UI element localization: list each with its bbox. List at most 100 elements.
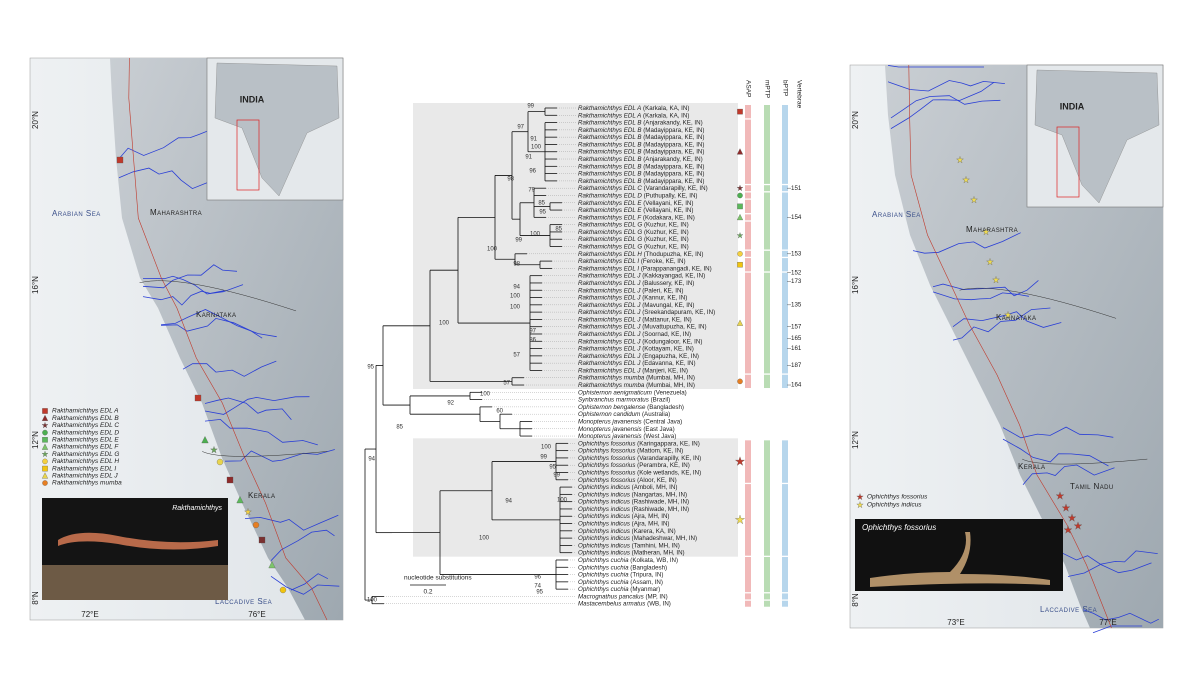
delimitation-bar — [764, 600, 770, 607]
tip-label: Rakthamichthys EDL H (Thodupuzha, KE, IN… — [578, 250, 703, 257]
river — [887, 80, 1005, 92]
delimitation-bar — [764, 374, 770, 389]
tip-label: Ophichthys fossorius (Karingappara, KE, … — [578, 440, 700, 447]
region-label: Maharashtra — [966, 225, 1018, 234]
locality: (Matheran, MH, IN) — [632, 549, 685, 556]
tip-label: Rakthamichthys EDL B (Madayippara, KE, I… — [578, 148, 704, 155]
locality: (Ajra, MH, IN) — [632, 513, 670, 520]
river — [160, 317, 263, 339]
tip-label: Rakthamichthys EDL J (Balussery, KE, IN) — [578, 280, 694, 287]
locality: (Kuzhur, KE, IN) — [644, 236, 689, 243]
tip-label: Rakthamichthys EDL J (Kodungaloor, KE, I… — [578, 338, 702, 345]
delimitation-bar — [745, 250, 751, 257]
symbol — [737, 108, 743, 115]
taxon: Ophichthys indicus — [578, 520, 630, 527]
locality: (Rashiwade, MH, IN) — [632, 498, 689, 505]
symbol — [41, 414, 49, 421]
locality: (Kakkayangad, KE, IN) — [642, 272, 705, 279]
taxon: Ophichthys indicus — [578, 491, 630, 498]
tip-label: Rakthamichthys EDL J (Kannur, KE, IN) — [578, 294, 687, 301]
symbol — [737, 378, 743, 385]
support-value: 79 — [528, 188, 535, 194]
taxon: Rakthamichthys EDL B — [578, 156, 642, 163]
locality: (Perambra, KE, IN) — [637, 462, 690, 469]
tip-label: Ophichthys indicus (Karera, KA, IN) — [578, 527, 676, 534]
support-value: 95 — [549, 465, 556, 471]
tip-label: Ophichthys indicus (Rashiwade, MH, IN) — [578, 506, 689, 513]
locality: (Muvattupuzha, KE, IN) — [642, 323, 706, 330]
taxon: Rakthamichthys EDL E — [578, 207, 642, 214]
locality: (Edavanna, KE, IN) — [642, 360, 695, 367]
symbol — [736, 184, 744, 192]
ghats-outline — [908, 64, 1112, 629]
symbol — [986, 257, 994, 266]
delimitation-bar — [782, 272, 788, 374]
symbol — [1061, 503, 1071, 512]
locality: (Mumbai, MH, IN) — [646, 374, 695, 381]
delimitation-bar — [764, 105, 770, 184]
taxon: Rakthamichthys EDL J — [578, 316, 641, 323]
support-value: 94 — [505, 499, 512, 505]
taxon: Mastacembelus armatus — [578, 600, 645, 607]
river — [142, 264, 238, 289]
region-label: Maharashtra — [150, 208, 202, 217]
delimitation-bar — [745, 221, 751, 250]
support-value: 91 — [530, 137, 537, 143]
delimitation-bar — [782, 105, 788, 184]
locality: (Tamhini, MH, IN) — [632, 542, 680, 549]
symbol — [42, 458, 48, 465]
locality: (Mavungal, KE, IN) — [642, 301, 694, 308]
river — [890, 95, 1001, 119]
locality: (Brazil) — [651, 396, 671, 403]
river — [204, 418, 318, 446]
tip-label: Ophisternon aenigmaticum (Venezuela) — [578, 389, 687, 396]
locality: (Assam, IN) — [630, 578, 663, 585]
locality: (Balussery, KE, IN) — [642, 280, 694, 287]
symbol — [737, 261, 743, 268]
symbol — [268, 561, 276, 569]
tip-label: Rakthamichthys mumba (Mumbai, MH, IN) — [578, 374, 695, 381]
state-border — [959, 287, 1148, 465]
locality: (Varandarapilly, KE, IN) — [637, 455, 701, 462]
photo-ground — [42, 565, 228, 600]
tip-label: Rakthamichthys EDL B (Madayippara, KE, I… — [578, 141, 704, 148]
region-label: Karnataka — [196, 310, 236, 319]
tip-label: Monopterus javanensis (West Java) — [578, 433, 676, 440]
legend-label: Rakthamichthys EDL E — [52, 437, 119, 444]
sea-label: Laccadive Sea — [1040, 605, 1097, 614]
delimitation-bar — [782, 593, 788, 600]
river — [160, 309, 277, 338]
taxon: Rakthamichthys EDL A — [578, 112, 641, 119]
tip-label: Rakthamichthys EDL B (Anjarakandy, KE, I… — [578, 156, 703, 163]
support-value: 95 — [536, 590, 543, 596]
support-value: 57 — [503, 381, 510, 387]
delimitation-bar — [782, 258, 788, 272]
symbol — [737, 251, 743, 257]
support-value: 98 — [507, 177, 514, 183]
tip-label: Ophichthys fossorius (Varandarapilly, KE… — [578, 455, 701, 462]
taxon: Ophichthys fossorius — [578, 455, 635, 462]
delimitation-bar — [764, 272, 770, 374]
taxon: Rakthamichthys EDL J — [578, 367, 641, 374]
taxon: Ophisternon bengalense — [578, 404, 646, 411]
taxon: Ophichthys indicus — [578, 506, 630, 513]
locality: (Amboli, MH, IN) — [632, 484, 678, 491]
tip-label: Ophisternon bengalense (Bangladesh) — [578, 404, 684, 411]
locality: (Rashiwade, MH, IN) — [632, 506, 689, 513]
legend-label: Rakthamichthys EDL J — [52, 473, 118, 480]
tip-label: Rakthamichthys EDL J (Kottayam, KE, IN) — [578, 345, 694, 352]
tip-label: Rakthamichthys EDL G (Kuzhur, KE, IN) — [578, 221, 689, 228]
tip-label: Rakthamichthys EDL B (Madayippara, KE, I… — [578, 127, 704, 134]
inset-extent — [236, 119, 260, 191]
support-value: 94 — [513, 285, 520, 291]
symbol — [736, 232, 744, 239]
support-value: 100 — [530, 232, 541, 238]
taxon: Ophichthys cuchia — [578, 571, 629, 578]
support-value: 98 — [513, 262, 520, 268]
support-value: 99 — [540, 455, 547, 461]
latitude-label: 20°N — [31, 111, 40, 129]
legend-label: Ophichthys fossorius — [867, 494, 928, 501]
state-border — [139, 280, 328, 457]
latitude-label: 16°N — [31, 276, 40, 294]
support-value: 100 — [510, 305, 521, 311]
